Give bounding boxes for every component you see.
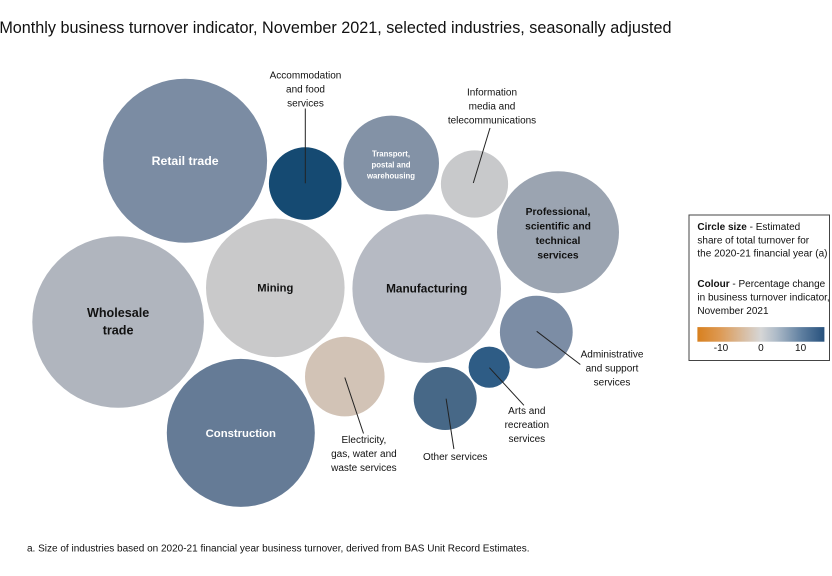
svg-text:Transport,: Transport,	[372, 150, 410, 159]
svg-text:gas, water and: gas, water and	[331, 449, 397, 460]
svg-text:waste services: waste services	[330, 463, 397, 474]
svg-text:Construction: Construction	[206, 428, 276, 440]
svg-text:Mining: Mining	[257, 283, 293, 295]
svg-text:warehousing: warehousing	[366, 171, 415, 180]
svg-text:and food: and food	[286, 84, 325, 95]
svg-text:services: services	[537, 250, 579, 261]
svg-text:Electricity,: Electricity,	[341, 435, 386, 446]
svg-text:Administrative: Administrative	[581, 350, 644, 361]
svg-text:Other services: Other services	[423, 452, 487, 463]
svg-text:Arts and: Arts and	[508, 406, 545, 417]
svg-text:Information: Information	[467, 88, 517, 99]
svg-text:services: services	[594, 378, 631, 389]
svg-text:the 2020-21 financial year (a): the 2020-21 financial year (a)	[697, 249, 827, 260]
svg-text:trade: trade	[103, 324, 134, 338]
svg-text:Circle size - Estimated: Circle size - Estimated	[697, 222, 800, 233]
svg-text:services: services	[287, 98, 324, 109]
svg-text:-10: -10	[714, 343, 729, 354]
svg-text:technical: technical	[536, 236, 581, 247]
svg-text:telecommunications: telecommunications	[448, 116, 536, 127]
svg-text:November 2021: November 2021	[697, 306, 769, 317]
svg-text:share of total turnover for: share of total turnover for	[697, 235, 809, 246]
svg-text:media and: media and	[469, 102, 516, 113]
svg-text:in business turnover indicator: in business turnover indicator,	[697, 293, 829, 304]
svg-text:Retail trade: Retail trade	[152, 154, 219, 168]
svg-text:recreation: recreation	[505, 420, 549, 431]
svg-text:Professional,: Professional,	[526, 207, 591, 218]
svg-text:Manufacturing: Manufacturing	[386, 282, 467, 296]
svg-text:Colour - Percentage change: Colour - Percentage change	[697, 279, 825, 290]
svg-text:Accommodation: Accommodation	[270, 70, 342, 81]
svg-text:Monthly business turnover indi: Monthly business turnover indicator, Nov…	[0, 19, 671, 37]
svg-text:and support: and support	[586, 364, 639, 375]
svg-text:10: 10	[795, 343, 807, 354]
svg-text:services: services	[508, 434, 545, 445]
svg-text:a. Size of industries based on: a. Size of industries based on 2020-21 f…	[27, 544, 529, 555]
svg-text:Wholesale: Wholesale	[87, 306, 149, 320]
svg-text:0: 0	[758, 343, 764, 354]
svg-text:postal and: postal and	[372, 161, 411, 170]
svg-text:scientific and: scientific and	[525, 222, 591, 233]
